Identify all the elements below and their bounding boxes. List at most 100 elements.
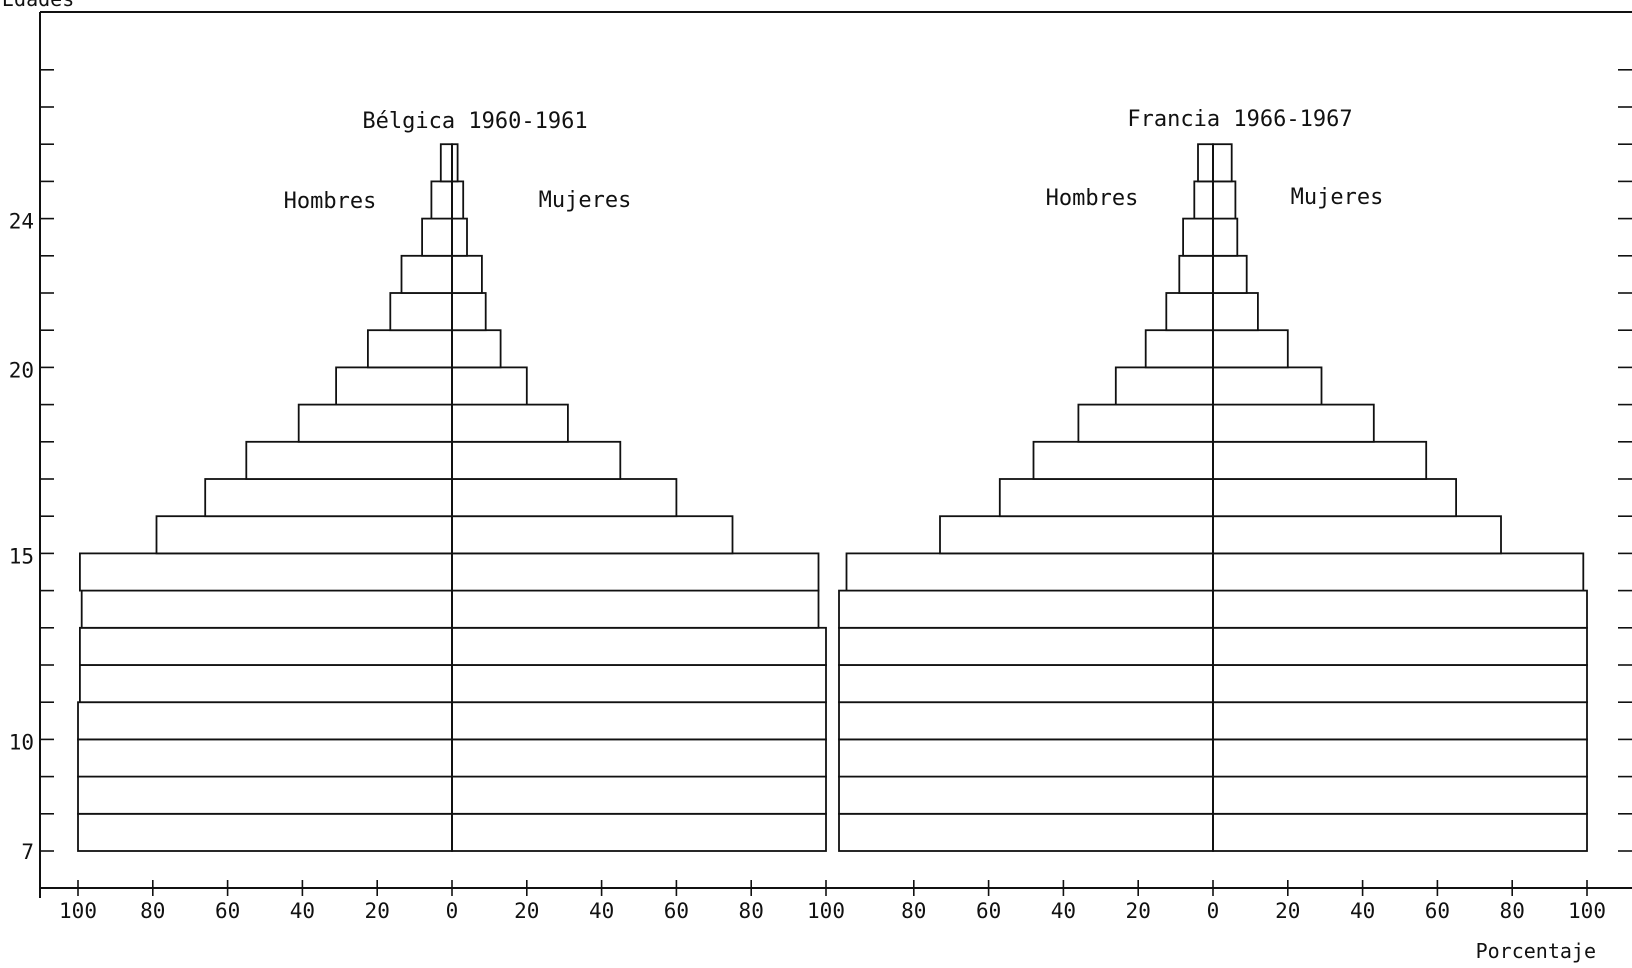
x-tick-label: 40	[290, 899, 315, 923]
bar-mujeres-francia-age-25	[1212, 143, 1233, 183]
bar-mujeres-belgica-age-22	[451, 254, 483, 294]
bar-hombres-belgica-age-19	[335, 366, 453, 406]
bar-mujeres-belgica-age-7	[451, 812, 827, 852]
x-tick-label: 40	[589, 899, 614, 923]
bar-hombres-francia-age-13	[838, 589, 1214, 629]
bar-hombres-belgica-age-16	[204, 478, 453, 518]
bar-hombres-belgica-age-23	[421, 217, 453, 257]
x-tick-label: 80	[901, 899, 926, 923]
bar-mujeres-belgica-age-8	[451, 775, 827, 815]
x-tick-label: 40	[1051, 899, 1076, 923]
bar-hombres-francia-age-24	[1193, 180, 1214, 220]
panel-title-belgica: Bélgica 1960-1961	[362, 109, 587, 134]
bar-mujeres-francia-age-23	[1212, 217, 1239, 257]
bar-mujeres-belgica-age-17	[451, 440, 622, 480]
bar-mujeres-belgica-age-10	[451, 701, 827, 741]
bar-mujeres-belgica-age-18	[451, 403, 569, 443]
y-tick-label: 20	[9, 358, 34, 382]
bar-hombres-belgica-age-22	[400, 254, 453, 294]
bar-mujeres-francia-age-15	[1212, 515, 1502, 555]
bar-mujeres-belgica-age-21	[451, 292, 487, 332]
label-hombres-francia: Hombres	[1046, 186, 1139, 211]
bar-mujeres-francia-age-7	[1212, 812, 1588, 852]
bar-mujeres-belgica-age-24	[451, 180, 465, 220]
x-tick-label: 20	[365, 899, 390, 923]
bar-hombres-belgica-age-21	[389, 292, 453, 332]
bar-hombres-francia-age-17	[1032, 440, 1214, 480]
bar-hombres-belgica-age-20	[366, 329, 453, 369]
bar-hombres-francia-age-23	[1182, 217, 1214, 257]
x-tick-label: 60	[976, 899, 1001, 923]
bar-mujeres-belgica-age-11	[451, 664, 827, 704]
bar-hombres-belgica-age-15	[155, 515, 453, 555]
bar-mujeres-belgica-age-20	[451, 329, 502, 369]
bar-mujeres-francia-age-22	[1212, 254, 1248, 294]
x-axis-title: Porcentaje	[1476, 939, 1596, 963]
bar-hombres-belgica-age-13	[80, 589, 453, 629]
bar-mujeres-belgica-age-19	[451, 366, 528, 406]
bar-mujeres-francia-age-9	[1212, 738, 1588, 778]
bar-mujeres-francia-age-16	[1212, 478, 1458, 518]
x-tick-label: 60	[215, 899, 240, 923]
bar-hombres-belgica-age-10	[77, 701, 453, 741]
bar-hombres-francia-age-12	[838, 626, 1214, 666]
y-tick-label: 10	[9, 730, 34, 754]
bar-hombres-belgica-age-14	[79, 552, 453, 592]
label-mujeres-belgica: Mujeres	[539, 188, 632, 213]
x-tick-label: 100	[807, 899, 845, 923]
x-tick-label: 80	[140, 899, 165, 923]
bar-hombres-belgica-age-11	[79, 664, 453, 704]
bar-hombres-francia-age-11	[838, 664, 1214, 704]
bar-hombres-belgica-age-8	[77, 775, 453, 815]
bar-hombres-belgica-age-17	[245, 440, 453, 480]
bar-mujeres-francia-age-14	[1212, 552, 1585, 592]
x-tick-label: 40	[1350, 899, 1375, 923]
bar-hombres-francia-age-15	[939, 515, 1214, 555]
x-tick-label: 0	[446, 899, 459, 923]
x-tick-label: 60	[1425, 899, 1450, 923]
y-tick-label: 7	[21, 840, 34, 864]
bar-mujeres-francia-age-24	[1212, 180, 1237, 220]
bar-mujeres-francia-age-12	[1212, 626, 1588, 666]
bar-hombres-francia-age-19	[1114, 366, 1214, 406]
bar-hombres-francia-age-8	[838, 775, 1214, 815]
bar-mujeres-belgica-age-16	[451, 478, 678, 518]
x-tick-label: 100	[59, 899, 97, 923]
bar-mujeres-francia-age-17	[1212, 440, 1428, 480]
x-tick-label: 100	[1568, 899, 1606, 923]
y-axis-ticks: 7 10 15 20 24	[9, 69, 1632, 890]
bar-mujeres-francia-age-19	[1212, 366, 1323, 406]
bar-hombres-francia-age-14	[845, 552, 1214, 592]
bar-hombres-belgica-age-25	[439, 143, 453, 183]
bar-mujeres-francia-age-8	[1212, 775, 1588, 815]
bar-hombres-francia-age-25	[1197, 143, 1214, 183]
bar-mujeres-francia-age-13	[1212, 589, 1588, 629]
bar-mujeres-belgica-age-15	[451, 515, 734, 555]
bar-hombres-francia-age-18	[1077, 403, 1214, 443]
bar-hombres-francia-age-20	[1144, 329, 1214, 369]
bar-mujeres-belgica-age-12	[451, 626, 827, 666]
bar-mujeres-belgica-age-14	[451, 552, 820, 592]
y-axis-title: Edades	[2, 0, 74, 11]
bar-mujeres-francia-age-11	[1212, 664, 1588, 704]
bar-mujeres-francia-age-10	[1212, 701, 1588, 741]
label-mujeres-francia: Mujeres	[1291, 185, 1384, 210]
panel-title-francia: Francia 1966-1967	[1127, 107, 1352, 132]
center-lines	[451, 144, 1214, 851]
bar-mujeres-francia-age-21	[1212, 292, 1259, 332]
x-tick-label: 20	[514, 899, 539, 923]
x-tick-label: 20	[1275, 899, 1300, 923]
bars-layer	[77, 143, 1588, 852]
x-tick-label: 80	[739, 899, 764, 923]
bar-mujeres-francia-age-18	[1212, 403, 1375, 443]
bar-hombres-belgica-age-7	[77, 812, 453, 852]
bar-hombres-francia-age-9	[838, 738, 1214, 778]
bar-mujeres-belgica-age-23	[451, 217, 468, 257]
x-tick-label: 0	[1207, 899, 1220, 923]
x-tick-label: 80	[1500, 899, 1525, 923]
x-axis-ticks: 100 80 60 40 20 0 20 40 60 80 100 80 60 40 20 0 20 40 60 80…	[59, 880, 1606, 923]
bar-mujeres-belgica-age-13	[451, 589, 820, 629]
bar-mujeres-belgica-age-9	[451, 738, 827, 778]
bar-hombres-belgica-age-12	[79, 626, 453, 666]
